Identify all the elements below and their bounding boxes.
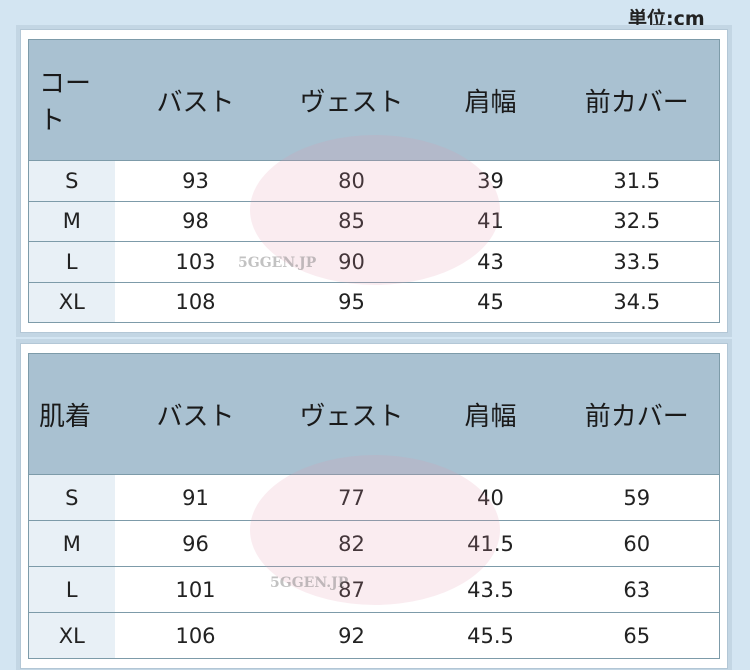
- header-cell: 肩幅: [426, 353, 555, 475]
- header-cell: 前カバー: [554, 353, 720, 475]
- watermark-text: 5GGEN.JP: [238, 255, 317, 271]
- measurement-cell: 65: [554, 612, 720, 659]
- size-cell: M: [28, 520, 115, 567]
- measurement-cell: 101: [114, 566, 277, 613]
- header-row: 肌着 バスト ヴェスト 肩幅 前カバー: [28, 353, 720, 475]
- measurement-cell: 41.5: [426, 520, 555, 567]
- table-row: M 98 85 41 32.5: [28, 200, 720, 242]
- size-cell: L: [28, 566, 115, 613]
- measurement-cell: 98: [114, 200, 277, 242]
- watermark-logo: [250, 455, 500, 605]
- table-row: XL 106 92 45.5 65: [28, 612, 720, 659]
- measurement-cell: 95: [276, 281, 427, 323]
- measurement-cell: 80: [276, 160, 427, 202]
- measurement-cell: 63: [554, 566, 720, 613]
- measurement-cell: 106: [114, 612, 277, 659]
- size-cell: M: [28, 200, 115, 242]
- measurement-cell: 33.5: [554, 241, 720, 283]
- measurement-cell: 34.5: [554, 281, 720, 323]
- header-cell: バスト: [114, 353, 277, 475]
- measurement-cell: 43.5: [426, 566, 555, 613]
- measurement-cell: 103: [114, 241, 277, 283]
- header-cell: 肩幅: [426, 39, 555, 161]
- coat-size-table: コート バスト ヴェスト 肩幅 前カバー S 93 80 39 31.5 M 98 85 41 3…: [28, 39, 720, 323]
- size-cell: S: [28, 160, 115, 202]
- measurement-cell: 31.5: [554, 160, 720, 202]
- header-cell: ヴェスト: [276, 353, 427, 475]
- measurement-cell: 82: [276, 520, 427, 567]
- watermark-text: 5GGEN.JP: [270, 575, 349, 591]
- measurement-cell: 41: [426, 200, 555, 242]
- table-row: L 101 87 43.5 63: [28, 566, 720, 613]
- measurement-cell: 60: [554, 520, 720, 567]
- watermark-logo: [250, 135, 500, 285]
- measurement-cell: 77: [276, 474, 427, 521]
- measurement-cell: 92: [276, 612, 427, 659]
- measurement-cell: 85: [276, 200, 427, 242]
- measurement-cell: 90: [276, 241, 427, 283]
- coat-size-table-frame: コート バスト ヴェスト 肩幅 前カバー S 93 80 39 31.5 M 98 85 41 3…: [20, 29, 728, 333]
- header-cell: 肌着: [28, 353, 115, 475]
- measurement-cell: 39: [426, 160, 555, 202]
- measurement-cell: 43: [426, 241, 555, 283]
- size-cell: XL: [28, 612, 115, 659]
- table-row: L 103 90 43 33.5: [28, 241, 720, 283]
- measurement-cell: 108: [114, 281, 277, 323]
- measurement-cell: 45.5: [426, 612, 555, 659]
- unit-label: 単位:cm: [628, 8, 705, 30]
- size-cell: XL: [28, 281, 115, 323]
- undershirt-size-table: 肌着 バスト ヴェスト 肩幅 前カバー S 91 77 40 59 M 96 82 41.5 60…: [28, 353, 720, 659]
- table-row: S 91 77 40 59: [28, 474, 720, 521]
- table-row: S 93 80 39 31.5: [28, 160, 720, 202]
- table-row: XL 108 95 45 34.5: [28, 281, 720, 323]
- measurement-cell: 32.5: [554, 200, 720, 242]
- measurement-cell: 87: [276, 566, 427, 613]
- measurement-cell: 93: [114, 160, 277, 202]
- header-cell: 前カバー: [554, 39, 720, 161]
- measurement-cell: 96: [114, 520, 277, 567]
- header-cell: ヴェスト: [276, 39, 427, 161]
- size-cell: L: [28, 241, 115, 283]
- size-cell: S: [28, 474, 115, 521]
- measurement-cell: 40: [426, 474, 555, 521]
- header-cell: バスト: [114, 39, 277, 161]
- undershirt-size-table-frame: 肌着 バスト ヴェスト 肩幅 前カバー S 91 77 40 59 M 96 82 41.5 60…: [20, 343, 728, 669]
- measurement-cell: 59: [554, 474, 720, 521]
- header-cell: コート: [28, 39, 115, 161]
- table-row: M 96 82 41.5 60: [28, 520, 720, 567]
- measurement-cell: 91: [114, 474, 277, 521]
- measurement-cell: 45: [426, 281, 555, 323]
- header-row: コート バスト ヴェスト 肩幅 前カバー: [28, 39, 720, 161]
